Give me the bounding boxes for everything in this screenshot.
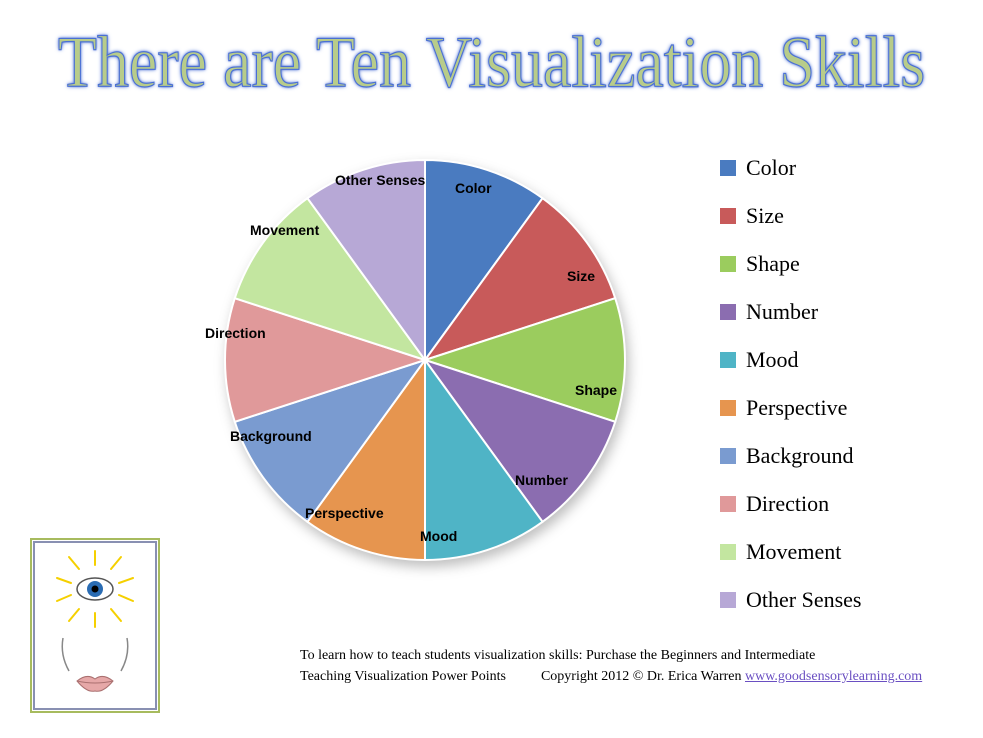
face-line-right-icon xyxy=(121,638,128,671)
legend-swatch xyxy=(720,400,736,416)
legend-item: Movement xyxy=(720,539,861,565)
footer-line2a: Teaching Visualization Power Points xyxy=(300,669,506,684)
footer-line2: Teaching Visualization Power Points Copy… xyxy=(300,666,940,687)
page-title: There are Ten Visualization Skills xyxy=(0,20,983,105)
legend-label: Number xyxy=(746,299,818,325)
legend-item: Perspective xyxy=(720,395,861,421)
legend-item: Direction xyxy=(720,491,861,517)
legend-swatch xyxy=(720,304,736,320)
legend-label: Mood xyxy=(746,347,799,373)
legend-swatch xyxy=(720,544,736,560)
legend-label: Color xyxy=(746,155,796,181)
legend-swatch xyxy=(720,160,736,176)
legend-label: Shape xyxy=(746,251,800,277)
eye-pupil-icon xyxy=(92,586,99,593)
legend-swatch xyxy=(720,208,736,224)
face-illustration xyxy=(30,538,160,713)
legend-item: Other Senses xyxy=(720,587,861,613)
footer-link[interactable]: www.goodsensorylearning.com xyxy=(745,669,922,684)
legend-label: Perspective xyxy=(746,395,847,421)
face-svg xyxy=(35,543,155,708)
legend-item: Color xyxy=(720,155,861,181)
legend-item: Size xyxy=(720,203,861,229)
legend-label: Background xyxy=(746,443,854,469)
legend-item: Mood xyxy=(720,347,861,373)
legend-label: Direction xyxy=(746,491,829,517)
legend-item: Shape xyxy=(720,251,861,277)
footer-line2b: Copyright 2012 © Dr. Erica Warren xyxy=(541,669,745,684)
footer-text: To learn how to teach students visualiza… xyxy=(300,645,940,687)
legend-swatch xyxy=(720,448,736,464)
pie-chart: ColorSizeShapeNumberMoodPerspectiveBackg… xyxy=(215,150,635,570)
legend-item: Background xyxy=(720,443,861,469)
legend-label: Size xyxy=(746,203,784,229)
lips-icon xyxy=(77,676,113,691)
legend-swatch xyxy=(720,352,736,368)
legend-swatch xyxy=(720,496,736,512)
legend-swatch xyxy=(720,256,736,272)
legend: Color Size Shape Number Mood Perspective Backg… xyxy=(720,155,861,613)
face-line-left-icon xyxy=(62,638,69,671)
legend-swatch xyxy=(720,592,736,608)
legend-item: Number xyxy=(720,299,861,325)
legend-label: Movement xyxy=(746,539,841,565)
legend-label: Other Senses xyxy=(746,587,861,613)
pie-svg xyxy=(215,150,635,570)
footer-line1: To learn how to teach students visualiza… xyxy=(300,645,940,666)
